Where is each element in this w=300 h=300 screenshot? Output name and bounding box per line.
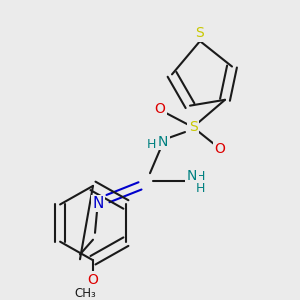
Text: N: N: [158, 135, 168, 149]
Text: S: S: [196, 26, 204, 40]
Text: N: N: [92, 196, 104, 211]
Text: O: O: [154, 102, 165, 116]
Text: N: N: [187, 169, 197, 183]
Text: S: S: [189, 120, 197, 134]
Text: H: H: [195, 169, 205, 183]
Text: O: O: [88, 273, 98, 287]
Text: H: H: [146, 138, 156, 151]
Text: O: O: [214, 142, 225, 156]
Text: CH₃: CH₃: [74, 287, 96, 300]
Text: H: H: [195, 182, 205, 195]
